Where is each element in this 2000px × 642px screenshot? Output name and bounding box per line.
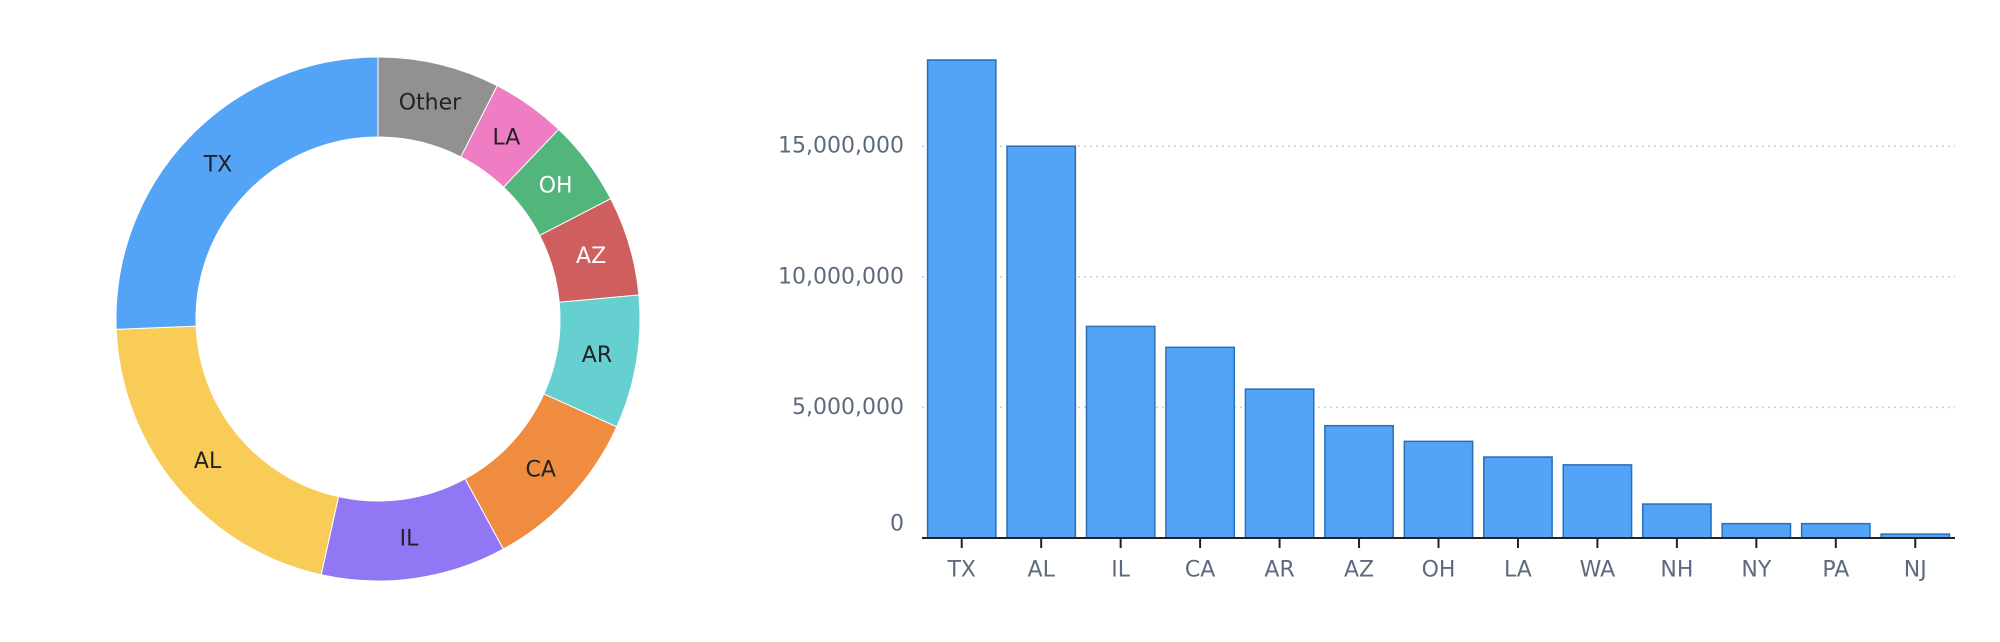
bar-ca [1165,346,1236,539]
x-tick-label-il: IL [1111,558,1130,583]
donut-label-az: AZ [576,244,606,269]
bar-tx [926,59,997,539]
donut-slice-al [115,325,340,576]
donut-label-la: LA [493,125,521,150]
donut-label-il: IL [400,526,419,551]
y-tick-label: 5,000,000 [792,395,904,420]
donut-chart: Other LA OH AZ AR CA IL AL TX [115,56,641,582]
x-tick-label-nj: NJ [1904,558,1927,583]
x-tick-label-ny: NY [1741,558,1771,583]
bar-ny [1721,522,1792,539]
y-tick-label: 15,000,000 [778,134,904,159]
donut-label-ca: CA [525,458,555,483]
donut-label-oh: OH [539,173,573,198]
donut-label-tx: TX [203,153,233,178]
bar-il [1085,325,1156,539]
x-tick-label-az: AZ [1344,558,1374,583]
x-tick-label-al: AL [1028,558,1056,583]
bar-la [1483,456,1553,539]
x-tick-label-la: LA [1504,558,1532,583]
bar-nh [1641,503,1712,539]
bars [926,59,1951,539]
y-tick-label: 0 [890,512,904,537]
x-tick-label-nh: NH [1660,558,1693,583]
x-tick-label-tx: TX [946,558,976,583]
bar-ar [1244,388,1315,539]
y-tick-label: 10,000,000 [778,264,904,289]
bar-wa [1562,464,1633,539]
grid-lines [922,145,1955,409]
x-axis-ticks: TX AL IL CA AR AZ OH LA WA NH NY PA NJ [946,538,1927,583]
bar-al [1006,145,1077,539]
donut-label-al: AL [194,449,222,474]
bar-oh [1403,440,1474,539]
x-tick-label-wa: WA [1580,558,1616,583]
y-axis-ticks: 0 5,000,000 10,000,000 15,000,000 [778,134,904,537]
bar-az [1324,424,1394,539]
donut-label-other: Other [399,91,462,116]
bar-pa [1800,522,1871,539]
donut-slice-tx [115,56,379,330]
bar-chart: 0 5,000,000 10,000,000 15,000,000 TX AL IL CA A… [778,59,1955,583]
x-tick-label-oh: OH [1422,558,1456,583]
x-tick-label-pa: PA [1822,558,1849,583]
x-tick-label-ca: CA [1185,558,1215,583]
x-tick-label-ar: AR [1264,558,1294,583]
donut-label-ar: AR [582,343,612,368]
